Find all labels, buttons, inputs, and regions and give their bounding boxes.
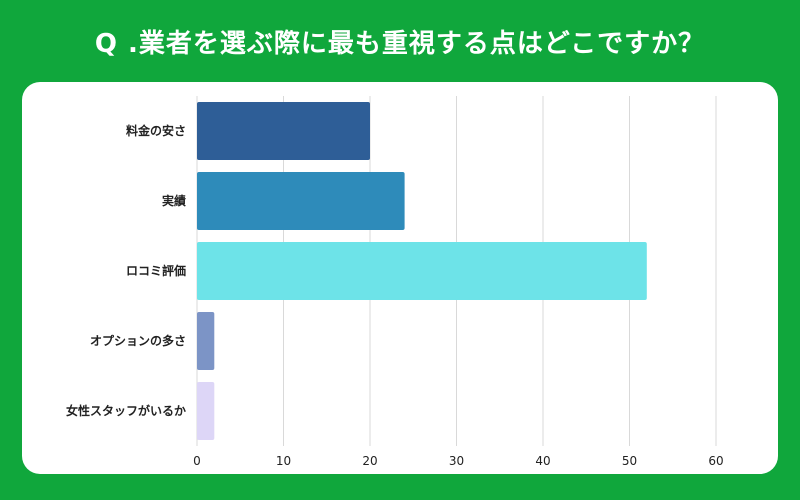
x-tick-label: 60 bbox=[708, 454, 723, 468]
category-label: 実績 bbox=[162, 193, 186, 208]
bar bbox=[197, 102, 370, 160]
x-tick-label: 10 bbox=[276, 454, 291, 468]
category-label: 女性スタッフがいるか bbox=[66, 403, 186, 418]
bar bbox=[197, 242, 647, 300]
category-label: ロコミ評価 bbox=[126, 263, 186, 278]
bar bbox=[197, 172, 405, 230]
x-tick-label: 50 bbox=[622, 454, 637, 468]
bar bbox=[197, 382, 215, 440]
x-tick-label: 20 bbox=[362, 454, 377, 468]
x-tick-label: 40 bbox=[535, 454, 550, 468]
chart-title: Q .業者を選ぶ際に最も重視する点はどこですか？ bbox=[94, 28, 706, 59]
bar bbox=[197, 312, 215, 370]
x-tick-label: 0 bbox=[193, 454, 201, 468]
category-label: オプションの多さ bbox=[90, 333, 186, 348]
x-tick-label: 30 bbox=[449, 454, 464, 468]
category-label: 料金の安さ bbox=[126, 123, 186, 138]
